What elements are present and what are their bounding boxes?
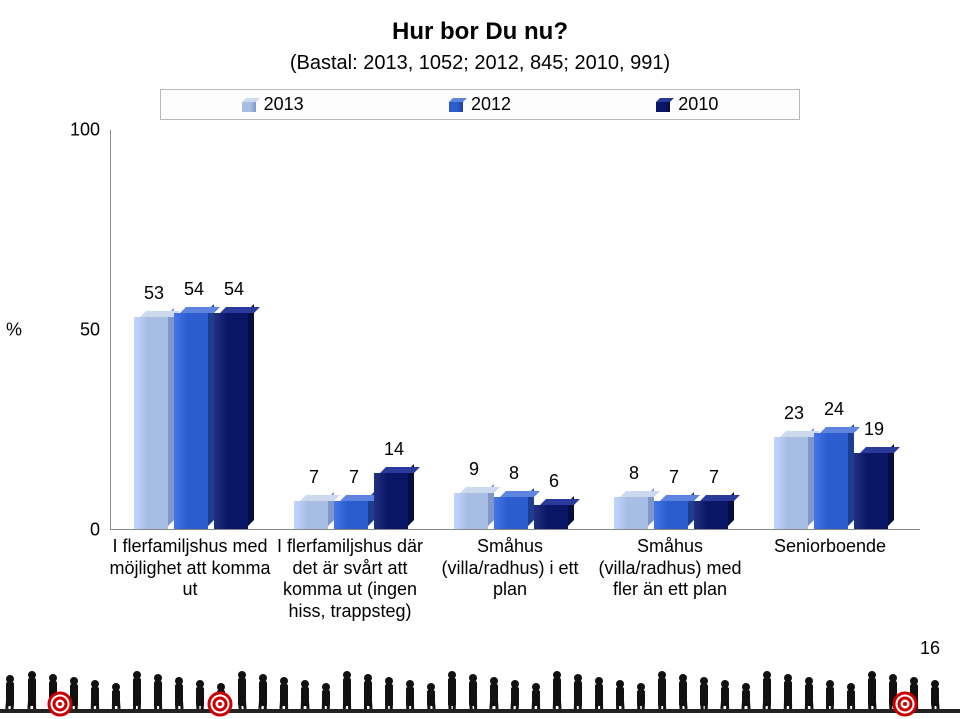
bar-top bbox=[700, 495, 740, 501]
bar-side bbox=[408, 464, 414, 526]
legend-item-2010: 2010 bbox=[656, 94, 718, 115]
bar-value-label: 23 bbox=[777, 403, 811, 424]
bar: 24 bbox=[814, 433, 848, 529]
cube-icon bbox=[449, 98, 463, 112]
bar-value-label: 54 bbox=[177, 279, 211, 300]
footer-silhouette bbox=[0, 659, 960, 719]
legend-item-2013: 2013 bbox=[242, 94, 304, 115]
bar: 23 bbox=[774, 437, 808, 529]
bar-front bbox=[214, 313, 248, 529]
plot: 5354547714986877232419 bbox=[110, 130, 920, 530]
bar-side bbox=[888, 444, 894, 526]
bar-value-label: 24 bbox=[817, 399, 851, 420]
bar: 19 bbox=[854, 453, 888, 529]
x-axis-label: I flerfamiljshus med möjlighet att komma… bbox=[105, 536, 275, 601]
bar-front bbox=[814, 433, 848, 529]
bar-value-label: 7 bbox=[337, 467, 371, 488]
bar: 7 bbox=[654, 501, 688, 529]
bar-group: 7714 bbox=[294, 528, 408, 529]
legend: 2013 2012 2010 bbox=[160, 89, 800, 120]
legend-label: 2013 bbox=[264, 94, 304, 115]
bar-value-label: 9 bbox=[457, 459, 491, 480]
x-axis-label: Småhus (villa/radhus) med fler än ett pl… bbox=[585, 536, 755, 601]
bar-front bbox=[454, 493, 488, 529]
bar: 14 bbox=[374, 473, 408, 529]
y-tick: 0 bbox=[50, 520, 100, 541]
legend-label: 2010 bbox=[678, 94, 718, 115]
bar-value-label: 7 bbox=[697, 467, 731, 488]
bar-front bbox=[534, 505, 568, 529]
chart-title: Hur bor Du nu? bbox=[0, 0, 960, 46]
bar-front bbox=[854, 453, 888, 529]
bar-front bbox=[374, 473, 408, 529]
y-unit: % bbox=[6, 320, 22, 341]
bar-top bbox=[380, 467, 420, 473]
bar-front bbox=[334, 501, 368, 529]
bar-value-label: 7 bbox=[297, 467, 331, 488]
bar: 54 bbox=[214, 313, 248, 529]
cube-icon bbox=[656, 98, 670, 112]
legend-item-2012: 2012 bbox=[449, 94, 511, 115]
bar-front bbox=[774, 437, 808, 529]
bar: 54 bbox=[174, 313, 208, 529]
bar-top bbox=[500, 491, 540, 497]
bar: 7 bbox=[694, 501, 728, 529]
bar-value-label: 54 bbox=[217, 279, 251, 300]
bar-front bbox=[134, 317, 168, 529]
bar-top bbox=[860, 447, 900, 453]
x-axis-label: Småhus (villa/radhus) i ett plan bbox=[425, 536, 595, 601]
bar-group: 232419 bbox=[774, 528, 888, 529]
bar-value-label: 6 bbox=[537, 471, 571, 492]
bar: 8 bbox=[494, 497, 528, 529]
bar-front bbox=[174, 313, 208, 529]
bar: 53 bbox=[134, 317, 168, 529]
cube-icon bbox=[242, 98, 256, 112]
bar-front bbox=[694, 501, 728, 529]
bar-front bbox=[654, 501, 688, 529]
bar: 7 bbox=[294, 501, 328, 529]
y-tick: 100 bbox=[50, 120, 100, 141]
bar-top bbox=[460, 487, 500, 493]
bar: 9 bbox=[454, 493, 488, 529]
bar-value-label: 14 bbox=[377, 439, 411, 460]
bar-top bbox=[620, 491, 660, 497]
bar-top bbox=[540, 499, 580, 505]
bar-value-label: 8 bbox=[617, 463, 651, 484]
bar-group: 986 bbox=[454, 528, 568, 529]
chart-subtitle: (Bastal: 2013, 1052; 2012, 845; 2010, 99… bbox=[0, 52, 960, 75]
bar: 7 bbox=[334, 501, 368, 529]
bar-group: 877 bbox=[614, 528, 728, 529]
y-tick: 50 bbox=[50, 320, 100, 341]
bar-side bbox=[248, 304, 254, 526]
page-number: 16 bbox=[920, 638, 940, 659]
x-axis-labels: I flerfamiljshus med möjlighet att komma… bbox=[110, 536, 920, 626]
x-axis-label: I flerfamiljshus där det är svårt att ko… bbox=[265, 536, 435, 622]
bar-value-label: 53 bbox=[137, 283, 171, 304]
bar-front bbox=[614, 497, 648, 529]
bar-value-label: 19 bbox=[857, 419, 891, 440]
bar-top bbox=[220, 307, 260, 313]
chart-area: 100 50 0 % 5354547714986877232419 bbox=[60, 130, 920, 530]
bar: 6 bbox=[534, 505, 568, 529]
bar-group: 535454 bbox=[134, 528, 248, 529]
bar-front bbox=[494, 497, 528, 529]
bar-front bbox=[294, 501, 328, 529]
bar-top bbox=[820, 427, 860, 433]
bar-value-label: 7 bbox=[657, 467, 691, 488]
x-axis-label: Seniorboende bbox=[745, 536, 915, 558]
y-axis: 100 50 0 % bbox=[50, 130, 100, 530]
legend-label: 2012 bbox=[471, 94, 511, 115]
bar-value-label: 8 bbox=[497, 463, 531, 484]
bar: 8 bbox=[614, 497, 648, 529]
